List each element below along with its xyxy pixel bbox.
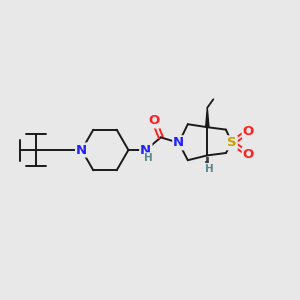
Text: N: N — [140, 143, 152, 157]
Text: N: N — [76, 143, 87, 157]
Text: N: N — [173, 136, 184, 149]
Text: O: O — [148, 114, 160, 128]
Text: O: O — [243, 125, 254, 138]
Text: H: H — [205, 164, 214, 174]
Text: O: O — [243, 148, 254, 161]
Text: S: S — [227, 136, 237, 149]
Polygon shape — [206, 108, 209, 127]
Text: H: H — [144, 153, 153, 163]
